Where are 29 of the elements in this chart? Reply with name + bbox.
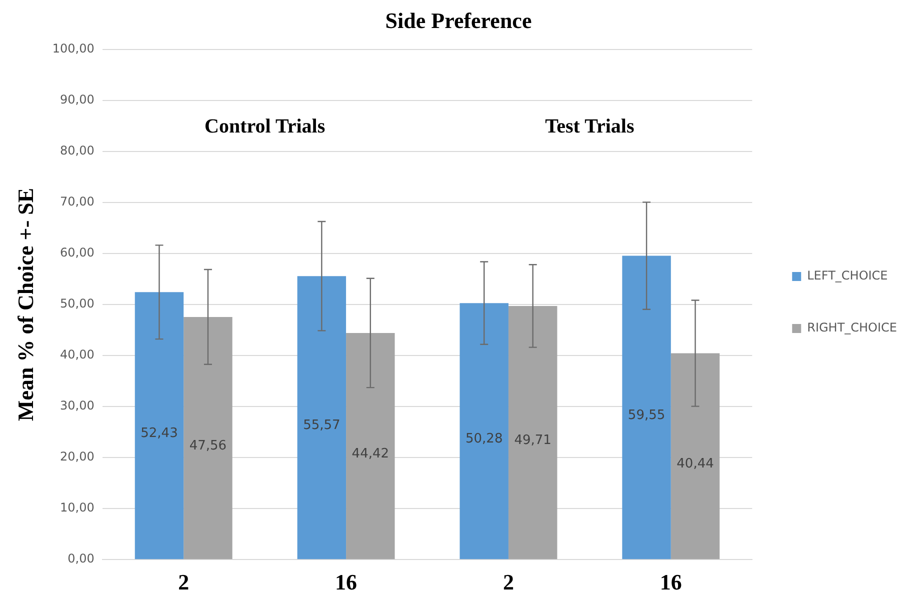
y-tick-label: 60,00	[60, 246, 94, 260]
data-label: 50,28	[466, 431, 503, 446]
x-tick-label: 2	[178, 569, 190, 594]
legend-label: LEFT_CHOICE	[807, 268, 888, 283]
y-axis-title: Mean % of Choice +- SE	[12, 188, 38, 422]
data-label: 40,44	[676, 456, 714, 472]
annotation: Test Trials	[545, 116, 634, 138]
y-tick-label: 50,00	[60, 296, 94, 311]
y-tick-label: 20,00	[60, 450, 94, 464]
x-tick-label: 16	[660, 569, 682, 594]
data-label: 49,71	[514, 432, 552, 448]
data-label: 52,43	[140, 426, 178, 441]
y-tick-label: 30,00	[60, 398, 94, 413]
legend-label: RIGHT_CHOICE	[807, 320, 898, 335]
y-tick-label: 100,00	[52, 42, 94, 56]
data-label: 44,42	[352, 446, 390, 462]
y-tick-label: 90,00	[60, 92, 94, 107]
x-tick-label: 2	[502, 569, 514, 594]
data-label: 55,57	[303, 418, 340, 433]
y-tick-label: 10,00	[60, 500, 94, 515]
data-label: 59,55	[628, 408, 666, 423]
data-label: 47,56	[189, 438, 227, 454]
y-tick-label: 70,00	[60, 194, 94, 209]
y-tick-label: 80,00	[60, 144, 94, 158]
y-tick-label: 0,00	[68, 552, 94, 566]
y-tick-label: 40,00	[60, 348, 94, 362]
chart-title: Side Preference	[385, 8, 532, 33]
x-tick-label: 16	[335, 569, 358, 594]
annotation: Control Trials	[204, 116, 326, 138]
